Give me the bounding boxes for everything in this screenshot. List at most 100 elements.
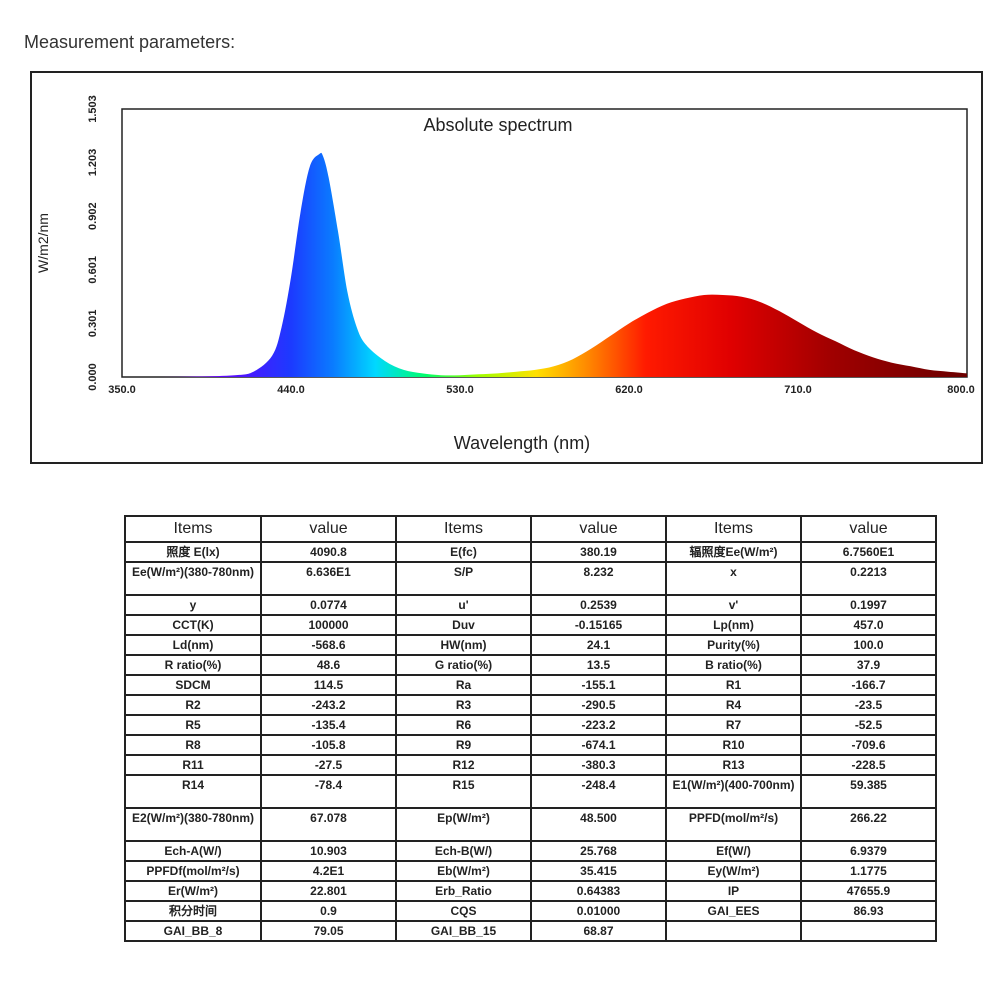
- table-header-cell: value: [530, 515, 667, 543]
- spectrum-area: [122, 152, 967, 377]
- table-cell: R14: [124, 774, 262, 809]
- table-cell: Purity(%): [665, 634, 802, 656]
- y-tick-label: 0.601: [87, 256, 99, 284]
- x-tick-label: 620.0: [615, 384, 643, 396]
- table-cell: PPFDf(mol/m²/s): [124, 860, 262, 882]
- table-cell: 0.64383: [530, 880, 667, 902]
- measurement-table: Items value Items value Items value 照度 E(lx) 40…: [124, 515, 937, 942]
- measurement-table-container: Items value Items value Items value 照度 E(lx) 40…: [124, 515, 937, 942]
- table-cell: GAI_BB_8: [124, 920, 262, 942]
- table-cell: 4090.8: [260, 541, 397, 563]
- table-cell: Ra: [395, 674, 532, 696]
- table-cell: 380.19: [530, 541, 667, 563]
- table-cell: R9: [395, 734, 532, 756]
- table-cell: -27.5: [260, 754, 397, 776]
- table-cell: -674.1: [530, 734, 667, 756]
- table-cell: Ld(nm): [124, 634, 262, 656]
- table-cell: CCT(K): [124, 614, 262, 636]
- table-cell: 照度 E(lx): [124, 541, 262, 563]
- table-cell: Ey(W/m²): [665, 860, 802, 882]
- x-tick-label: 530.0: [446, 384, 474, 396]
- table-cell: 48.6: [260, 654, 397, 676]
- table-cell: Ef(W/): [665, 840, 802, 862]
- table-cell: CQS: [395, 900, 532, 922]
- table-cell: 59.385: [800, 774, 937, 809]
- table-header-cell: Items: [665, 515, 802, 543]
- table-cell: 37.9: [800, 654, 937, 676]
- table-cell: 35.415: [530, 860, 667, 882]
- table-cell: x: [665, 561, 802, 596]
- table-cell: [665, 920, 802, 942]
- table-cell: 86.93: [800, 900, 937, 922]
- table-cell: 6.7560E1: [800, 541, 937, 563]
- table-header-cell: Items: [395, 515, 532, 543]
- x-tick-label: 800.0: [947, 384, 975, 396]
- table-cell: HW(nm): [395, 634, 532, 656]
- table-cell: 48.500: [530, 807, 667, 842]
- table-cell: Ech-B(W/): [395, 840, 532, 862]
- y-axis-ticks: 0.000 0.301 0.601 0.902 1.203 1.503: [87, 95, 99, 391]
- table-cell: -290.5: [530, 694, 667, 716]
- spectrum-chart: Absolute spectrum Wavelength (nm) W/m2/n…: [35, 95, 975, 453]
- table-cell: R8: [124, 734, 262, 756]
- table-cell: 10.903: [260, 840, 397, 862]
- table-cell: y: [124, 594, 262, 616]
- table-cell: 266.22: [800, 807, 937, 842]
- table-cell: PPFD(mol/m²/s): [665, 807, 802, 842]
- x-tick-label: 710.0: [784, 384, 812, 396]
- table-row: R ratio(%) 48.6 G ratio(%) 13.5 B ratio(%) 37…: [124, 654, 937, 676]
- table-cell: -0.15165: [530, 614, 667, 636]
- table-cell: 22.801: [260, 880, 397, 902]
- table-cell: E1(W/m²)(400-700nm): [665, 774, 802, 809]
- table-cell: 6.636E1: [260, 561, 397, 596]
- table-cell: 0.2539: [530, 594, 667, 616]
- table-cell: 0.9: [260, 900, 397, 922]
- table-cell: Erb_Ratio: [395, 880, 532, 902]
- table-cell: 0.1997: [800, 594, 937, 616]
- table-header-cell: value: [260, 515, 397, 543]
- table-cell: R12: [395, 754, 532, 776]
- table-cell: E2(W/m²)(380-780nm): [124, 807, 262, 842]
- table-header-cell: Items: [124, 515, 262, 543]
- table-cell: Er(W/m²): [124, 880, 262, 902]
- table-cell: -228.5: [800, 754, 937, 776]
- table-cell: Duv: [395, 614, 532, 636]
- table-cell: -135.4: [260, 714, 397, 736]
- table-cell: R2: [124, 694, 262, 716]
- table-cell: 67.078: [260, 807, 397, 842]
- table-row: Ld(nm) -568.6 HW(nm) 24.1 Purity(%) 100.0: [124, 634, 937, 656]
- table-cell: GAI_BB_15: [395, 920, 532, 942]
- table-cell: 辐照度Ee(W/m²): [665, 541, 802, 563]
- table-cell: R15: [395, 774, 532, 809]
- table-cell: E(fc): [395, 541, 532, 563]
- table-row: CCT(K) 100000 Duv -0.15165 Lp(nm) 457.0: [124, 614, 937, 636]
- table-row: PPFDf(mol/m²/s) 4.2E1 Eb(W/m²) 35.415 Ey(W/m…: [124, 860, 937, 882]
- table-cell: 13.5: [530, 654, 667, 676]
- table-row: GAI_BB_8 79.05 GAI_BB_15 68.87: [124, 920, 937, 942]
- table-header-cell: value: [800, 515, 937, 543]
- x-tick-label: 440.0: [277, 384, 305, 396]
- table-cell: R4: [665, 694, 802, 716]
- table-cell: S/P: [395, 561, 532, 596]
- table-cell: B ratio(%): [665, 654, 802, 676]
- table-cell: 24.1: [530, 634, 667, 656]
- table-cell: -155.1: [530, 674, 667, 696]
- table-cell: -23.5: [800, 694, 937, 716]
- table-cell: Lp(nm): [665, 614, 802, 636]
- table-cell: G ratio(%): [395, 654, 532, 676]
- table-cell: SDCM: [124, 674, 262, 696]
- table-row: y 0.0774 u' 0.2539 v' 0.1997: [124, 594, 937, 616]
- table-cell: 100000: [260, 614, 397, 636]
- table-cell: -243.2: [260, 694, 397, 716]
- table-row: Er(W/m²) 22.801 Erb_Ratio 0.64383 IP 47655.9: [124, 880, 937, 902]
- table-cell: -568.6: [260, 634, 397, 656]
- table-cell: Ech-A(W/): [124, 840, 262, 862]
- table-cell: 8.232: [530, 561, 667, 596]
- table-cell: 114.5: [260, 674, 397, 696]
- table-cell: R10: [665, 734, 802, 756]
- table-cell: Eb(W/m²): [395, 860, 532, 882]
- y-axis-label: W/m2/nm: [35, 213, 51, 273]
- table-cell: -105.8: [260, 734, 397, 756]
- table-row: Ee(W/m²)(380-780nm) 6.636E1 S/P 8.232 x 0.221…: [124, 561, 937, 596]
- table-cell: [800, 920, 937, 942]
